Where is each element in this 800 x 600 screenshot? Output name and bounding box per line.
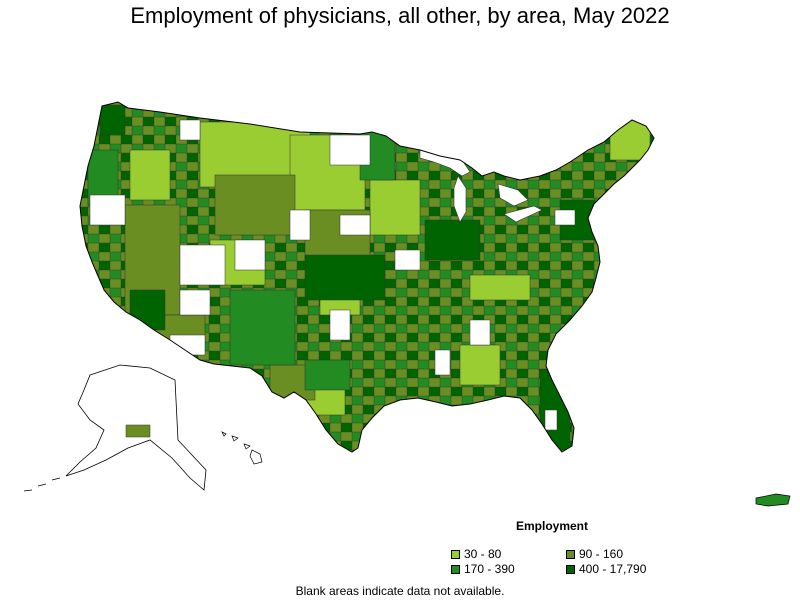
footnote: Blank areas indicate data not available. — [295, 584, 505, 598]
lake-erie — [503, 205, 543, 223]
hawaii — [221, 431, 263, 465]
legend-swatch — [451, 564, 460, 574]
lake-huron — [497, 183, 529, 207]
legend-label: 170 - 390 — [464, 562, 515, 576]
puerto-rico — [755, 493, 791, 507]
legend-label: 30 - 80 — [464, 547, 502, 561]
map-title: Employment of physicians, all other, by … — [130, 3, 670, 28]
legend-swatch — [566, 549, 575, 559]
legend-swatch — [451, 549, 460, 559]
legend-item-170-390: 170 - 390 — [451, 563, 515, 575]
legend-item-30-80: 30 - 80 — [451, 548, 501, 560]
legend-item-400-17790: 400 - 17,790 — [566, 563, 646, 575]
legend-label: 90 - 160 — [579, 547, 624, 561]
legend-label: 400 - 17,790 — [579, 562, 647, 576]
lake-michigan — [453, 175, 467, 223]
alaska — [23, 364, 207, 492]
legend-item-90-160: 90 - 160 — [566, 548, 623, 560]
legend-title: Employment — [516, 519, 589, 533]
conus-outline — [79, 101, 655, 453]
legend-swatch — [566, 564, 575, 574]
